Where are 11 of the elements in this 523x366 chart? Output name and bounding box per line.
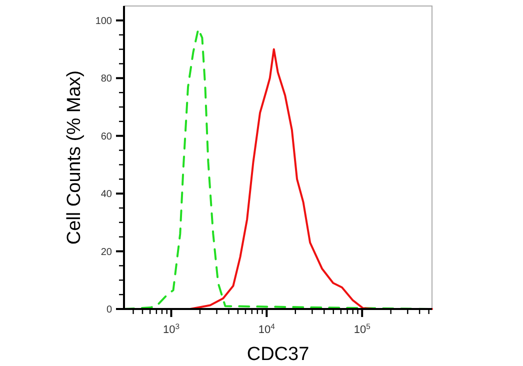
x-tick-label: 10$^{4}$	[258, 322, 276, 336]
y-tick-label: 60	[100, 131, 112, 142]
x-tick-label: 10$^{5}$	[354, 322, 370, 336]
y-tick-label: 40	[100, 189, 112, 200]
y-tick-label: 0	[106, 304, 112, 316]
y-axis-title: Cell Counts (% Max)	[64, 70, 85, 245]
y-tick-label: 80	[100, 74, 112, 85]
y-tick-label: 100	[95, 16, 112, 27]
x-axis-title: CDC37	[246, 344, 310, 365]
x-tick-label: 10$^{3}$	[162, 322, 180, 336]
y-tick-label: 20	[100, 246, 112, 258]
